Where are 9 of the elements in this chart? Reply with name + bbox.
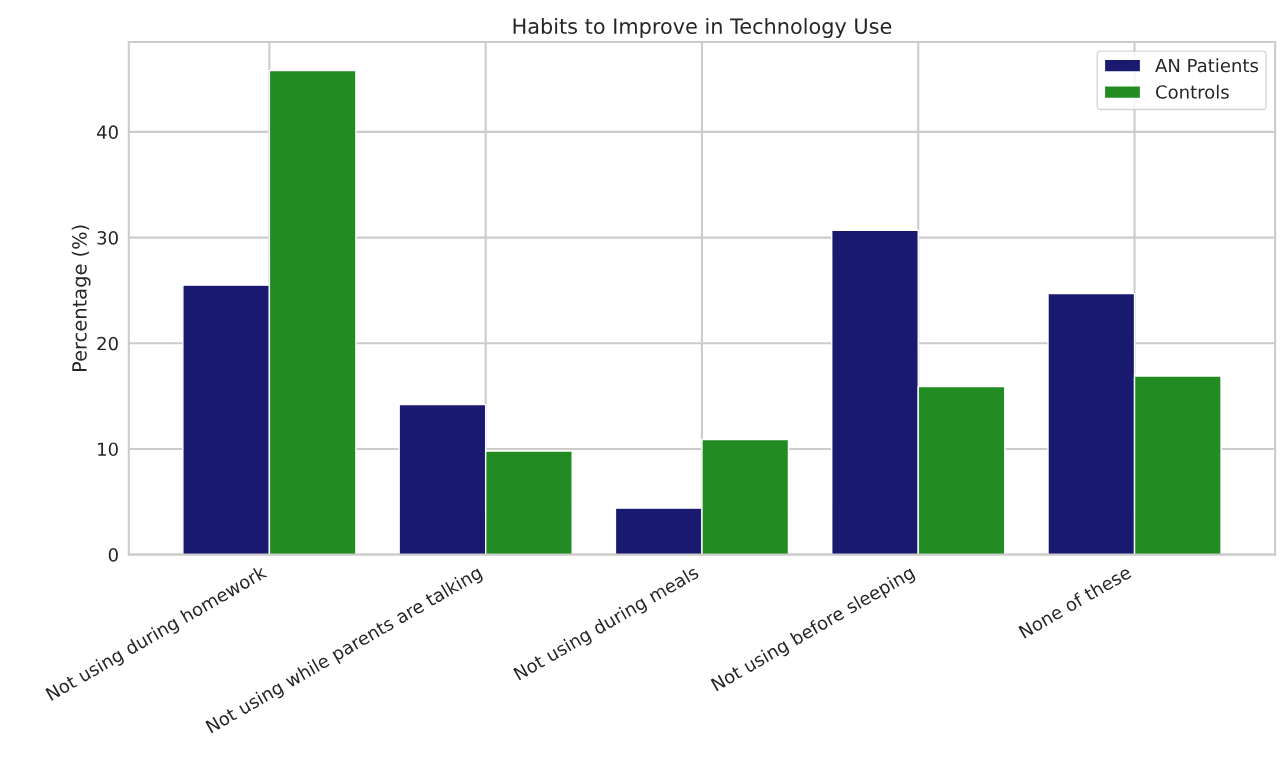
- y-tick-label: 0: [108, 548, 118, 562]
- y-tick-label: 30: [97, 231, 118, 245]
- y-tick-label: 20: [97, 336, 118, 351]
- y-tick-label: 40: [96, 125, 118, 140]
- legend-label: AN Patients: [1155, 58, 1258, 73]
- chart-title: Habits to Improve in Technology Use: [513, 17, 892, 39]
- legend-label: Controls: [1156, 84, 1229, 99]
- y-tick-label: 10: [98, 442, 118, 457]
- y-axis-title: Percentage (%): [71, 225, 91, 372]
